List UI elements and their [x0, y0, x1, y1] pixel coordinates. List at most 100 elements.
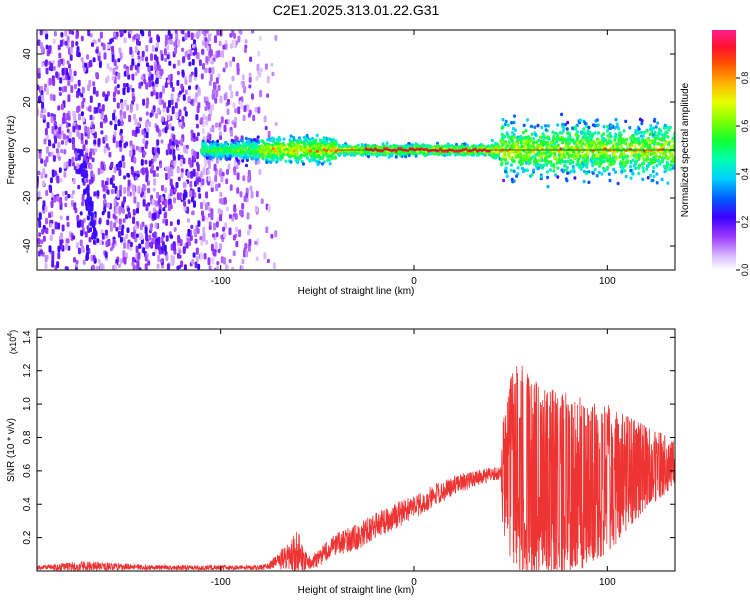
spectrogram-cell: [39, 41, 43, 49]
spectrogram-cell: [179, 158, 183, 167]
spectrogram-cell: [122, 250, 126, 258]
spectrogram-cell: [61, 140, 64, 145]
spectrogram-cell: [151, 198, 155, 206]
spectrogram-cell: [250, 190, 254, 199]
spectrogram-cell: [90, 206, 94, 212]
spectrogram-cell: [201, 152, 205, 156]
spectrogram-cell: [170, 81, 173, 88]
spectrogram-cell: [177, 140, 181, 145]
spectrogram-cell: [66, 215, 70, 221]
spectrogram-cell: [242, 155, 246, 160]
spectrogram-cell: [182, 246, 186, 252]
spectrogram-cell: [628, 143, 632, 147]
spectrogram-cell: [167, 74, 171, 80]
spectrogram-cell: [128, 214, 132, 219]
spectrogram-cell: [201, 215, 205, 222]
spectrogram-cell: [80, 111, 84, 117]
spectrogram-cell: [213, 248, 217, 254]
spectrogram-cell: [86, 215, 90, 221]
spectrogram-cell: [57, 245, 61, 253]
spectrogram-cell: [208, 33, 211, 42]
spectrogram-cell: [645, 138, 649, 142]
spectrogram-cell: [80, 170, 84, 176]
spectrogram-cell: [323, 136, 326, 141]
spectrogram-cell: [200, 201, 203, 210]
spectrogram-cell: [97, 259, 101, 264]
spectrogram-cell: [239, 100, 243, 106]
spectrogram-cell: [218, 198, 222, 204]
spectrogram-cell: [208, 80, 212, 86]
spectrogram-cell: [330, 142, 334, 147]
spectrogram-cell: [230, 90, 234, 99]
spectrogram-cell: [165, 172, 169, 181]
spectrogram-cell: [156, 191, 160, 199]
spectrogram-cell: [259, 67, 263, 73]
spectrogram-cell: [66, 112, 70, 120]
spectrogram-cell: [288, 138, 292, 142]
spectrogram-cell: [72, 235, 76, 240]
spectrogram-cell: [242, 175, 246, 182]
spectrogram-cell: [585, 140, 589, 144]
spectrogram-cell: [295, 148, 298, 152]
spectrogram-cell: [244, 242, 248, 250]
spectrogram-cell: [244, 136, 248, 141]
spectrogram-cell: [89, 221, 93, 227]
spectrogram-cell: [112, 183, 116, 189]
spectrogram-cell: [141, 129, 145, 135]
spectrogram-cell: [579, 143, 583, 147]
spectrogram-cell: [528, 139, 532, 144]
spectrogram-cell: [175, 32, 179, 41]
spectrogram-cell: [129, 30, 133, 35]
spectrogram-cell: [576, 140, 580, 145]
spectrogram-cell: [135, 145, 139, 151]
spectrogram-cell: [591, 163, 595, 168]
spectrogram-cell: [69, 54, 73, 61]
spectrogram-cell: [88, 106, 91, 112]
spectrogram-cell: [243, 195, 247, 203]
spectrogram-cell: [573, 141, 576, 145]
spectrogram-cell: [132, 149, 136, 156]
spectrogram-cell: [145, 45, 149, 52]
spectrogram-cell: [373, 147, 377, 151]
spectrogram-cell: [427, 145, 430, 149]
spectrogram-cell: [263, 252, 267, 260]
spectrogram-cell: [153, 54, 157, 61]
spectrogram-cell: [131, 260, 135, 267]
spectrogram-cell: [565, 141, 569, 145]
spectrogram-cell: [247, 229, 251, 236]
spectrogram-cell: [168, 100, 171, 108]
spectrogram-cell: [597, 141, 601, 145]
spectrogram-cell: [49, 185, 53, 194]
spectrogram-cell: [306, 149, 310, 153]
spectrogram-cell: [150, 65, 154, 72]
spectrogram-cell: [494, 155, 498, 160]
spectrogram-cell: [214, 241, 218, 250]
spectrogram-cell: [499, 157, 503, 162]
spectrogram-cell: [595, 174, 599, 178]
spectrogram-cell: [67, 193, 71, 199]
spectrogram-cell: [571, 164, 575, 169]
spectrogram-cell: [81, 201, 84, 207]
spectrogram-cell: [107, 202, 110, 209]
spectrogram-cell: [258, 35, 262, 41]
spectrogram-cell: [656, 121, 660, 125]
spectrogram-cell: [90, 216, 94, 222]
spectrogram-cell: [236, 62, 240, 70]
spectrogram-cell: [194, 238, 198, 244]
spectrogram-cell: [412, 151, 416, 156]
spectrogram-cell: [309, 140, 313, 145]
spectrogram-cell: [663, 123, 667, 128]
spectrogram-cell: [103, 199, 107, 205]
spectrogram-cell: [246, 104, 250, 111]
spectrogram-cell: [546, 170, 549, 174]
spectrogram-cell: [97, 138, 101, 146]
spectrogram-cells: [37, 30, 675, 270]
spectrogram-cell: [42, 114, 46, 120]
spectrogram-cell: [132, 209, 136, 216]
spectrogram-cell: [512, 169, 516, 173]
spectrogram-cell: [216, 265, 220, 270]
spectrogram-cell: [445, 149, 449, 153]
spectrogram-cell: [269, 149, 273, 153]
spectrogram-cell: [110, 162, 114, 169]
spectrogram-cell: [45, 87, 49, 95]
